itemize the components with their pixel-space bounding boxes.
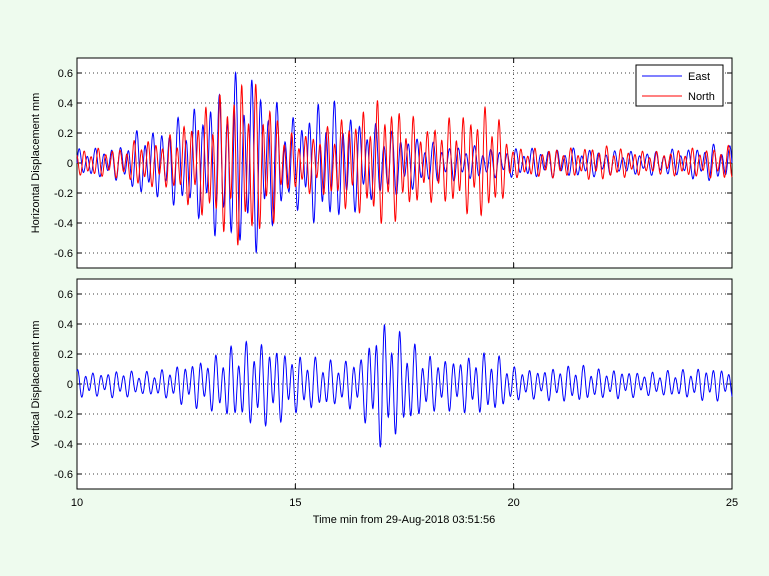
x-axis-label: Time min from 29-Aug-2018 03:51:56 <box>313 514 495 526</box>
h-y-tick-label: 0.6 <box>58 68 73 80</box>
v-x-tick-label: 25 <box>726 497 738 509</box>
v-y-tick-label: -0.2 <box>54 409 73 421</box>
h-y-tick-label: 0.4 <box>58 98 73 110</box>
vertical-grid <box>77 279 732 489</box>
east-series-line <box>76 71 733 254</box>
h-y-tick-label: 0 <box>67 158 73 170</box>
v-series-line <box>76 323 733 448</box>
h-y-tick-label: 0.2 <box>58 128 73 140</box>
horizontal-y-axis-label: Horizontal Displacement mm <box>30 93 42 234</box>
vertical-ticks: -0.6 -0.4 -0.2 0 0.2 0.4 0.6 10 15 20 25 <box>54 279 738 509</box>
v-y-tick-label: 0.2 <box>58 349 73 361</box>
v-y-tick-label: 0 <box>67 379 73 391</box>
v-x-tick-label: 15 <box>289 497 301 509</box>
h-y-tick-label: -0.4 <box>54 218 73 230</box>
north-series-line <box>76 83 733 246</box>
vertical-displacement-panel: -0.6 -0.4 -0.2 0 0.2 0.4 0.6 10 15 20 25 Vertical … <box>30 278 738 526</box>
horizontal-series <box>76 71 733 254</box>
vertical-y-axis-label: Vertical Displacement mm <box>30 320 42 447</box>
legend: East North <box>635 64 724 107</box>
v-x-tick-label: 10 <box>71 497 83 509</box>
v-y-tick-label: -0.6 <box>54 469 73 481</box>
v-y-tick-label: 0.6 <box>58 289 73 301</box>
horizontal-ticks: -0.6 -0.4 -0.2 0 0.2 0.4 0.6 <box>54 58 733 268</box>
legend-box <box>635 64 724 107</box>
legend-east-label: East <box>688 71 710 83</box>
h-y-tick-label: -0.2 <box>54 188 73 200</box>
v-y-tick-label: 0.4 <box>58 319 73 331</box>
v-y-tick-label: -0.4 <box>54 439 73 451</box>
legend-north-label: North <box>688 91 715 103</box>
vertical-series <box>76 323 733 448</box>
vertical-plot-area <box>76 278 733 490</box>
horizontal-displacement-panel: -0.6 -0.4 -0.2 0 0.2 0.4 0.6 Horizontal Displa… <box>30 57 733 269</box>
h-y-tick-label: -0.6 <box>54 248 73 260</box>
v-x-tick-label: 20 <box>508 497 520 509</box>
